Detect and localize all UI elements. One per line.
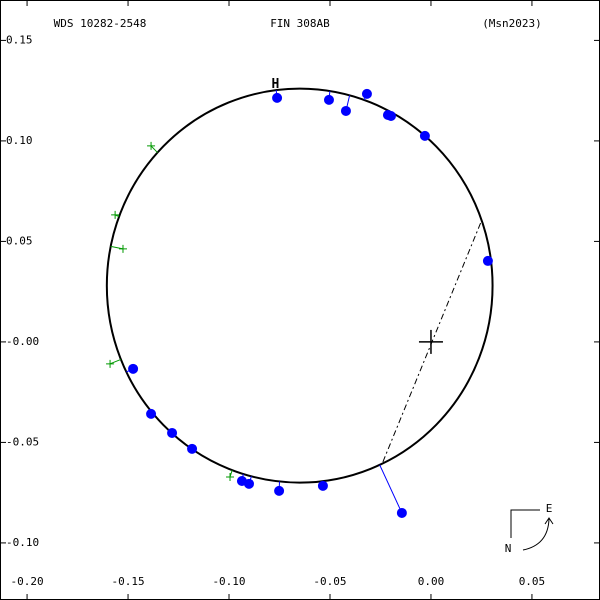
chart-title: FIN 308AB (270, 17, 330, 30)
residual (379, 464, 403, 514)
observation (385, 110, 396, 121)
observation (274, 485, 285, 496)
y-tick-label: -0.00 (6, 335, 39, 348)
residual (109, 358, 122, 365)
observation (146, 408, 157, 419)
compass-axes (510, 509, 540, 538)
observation (419, 130, 430, 141)
x-tick-label: -0.05 (313, 575, 346, 588)
observation (167, 427, 178, 438)
observation (340, 105, 351, 116)
observation (128, 363, 139, 374)
y-tick-label: 0.10 (6, 134, 33, 147)
observation (272, 92, 283, 103)
x-tick-label: 0.05 (519, 575, 546, 588)
orbit (105, 87, 494, 484)
observation (323, 94, 334, 105)
x-tick-label: -0.10 (212, 575, 245, 588)
compass: E N (505, 502, 554, 555)
periastron-label: H (272, 77, 280, 92)
y-tick-label: 0.05 (6, 234, 33, 247)
observation-cross (226, 472, 235, 481)
compass-north: N (505, 542, 512, 555)
chart-subtitle: WDS 10282-2548 (54, 17, 147, 30)
observation (396, 507, 407, 518)
y-tick-label: 0.15 (6, 33, 33, 46)
compass-arrow (522, 518, 550, 551)
observation (361, 88, 372, 99)
annotation: (Msn2023) (482, 17, 542, 30)
x-tick-label: 0.00 (418, 575, 445, 588)
observation-cross (147, 141, 156, 150)
observation-cross (106, 359, 115, 368)
observation (482, 255, 493, 266)
observation-cross (111, 210, 120, 219)
compass-arrowhead (544, 517, 554, 525)
residual (150, 145, 158, 153)
observation (317, 480, 328, 491)
observation-cross (118, 244, 127, 253)
x-tick-label: -0.20 (10, 575, 43, 588)
compass-east: E (546, 502, 553, 515)
observation (244, 478, 255, 489)
y-tick-label: -0.05 (6, 435, 39, 448)
x-tick-label: -0.15 (111, 575, 144, 588)
y-tick-label: -0.10 (6, 536, 39, 549)
observation (187, 443, 198, 454)
